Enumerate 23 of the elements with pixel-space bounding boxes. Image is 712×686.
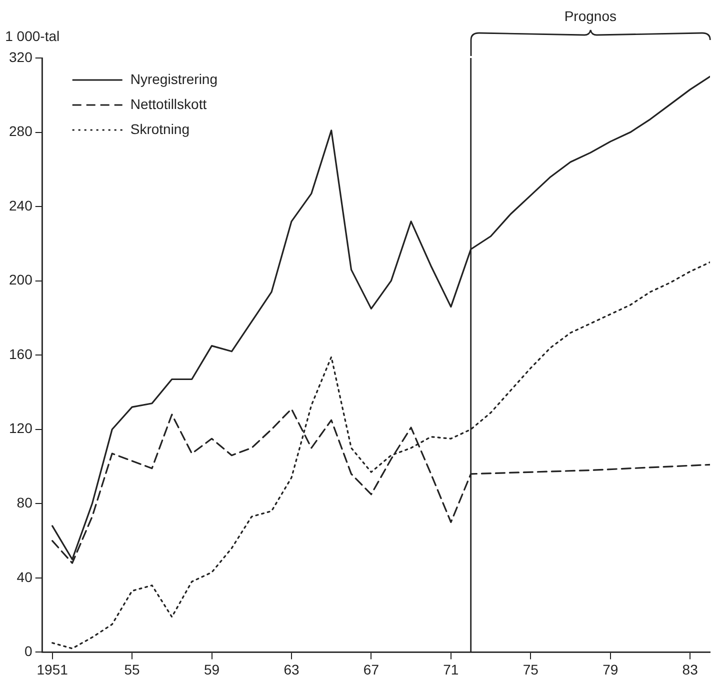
y-axis-title: 1 000-tal — [5, 28, 60, 44]
legend-label: Nyregistrering — [130, 70, 218, 87]
x-tick-label: 59 — [204, 661, 220, 678]
y-tick-label: 200 — [9, 272, 33, 288]
y-tick-label: 40 — [16, 568, 33, 585]
y-tick-label: 280 — [9, 123, 33, 140]
x-tick-label: 75 — [522, 661, 539, 678]
x-tick-label: 55 — [124, 661, 140, 678]
x-tick-label: 83 — [682, 661, 698, 678]
legend-label: Nettotillskott — [130, 96, 207, 112]
y-tick-label: 320 — [9, 48, 33, 65]
x-tick-label: 63 — [284, 661, 300, 678]
x-tick-label: 67 — [363, 661, 380, 678]
x-tick-label: 71 — [443, 661, 459, 678]
y-tick-label: 0 — [24, 643, 33, 660]
text: Prognos — [564, 8, 616, 24]
legend-label: Skrotning — [130, 120, 190, 137]
y-tick-label: 120 — [9, 420, 33, 436]
x-tick-label: 1951 — [36, 661, 68, 678]
y-tick-label: 160 — [9, 346, 33, 362]
y-tick-label: 240 — [9, 197, 33, 214]
y-tick-label: 80 — [16, 494, 33, 511]
x-tick-label: 79 — [602, 661, 618, 678]
